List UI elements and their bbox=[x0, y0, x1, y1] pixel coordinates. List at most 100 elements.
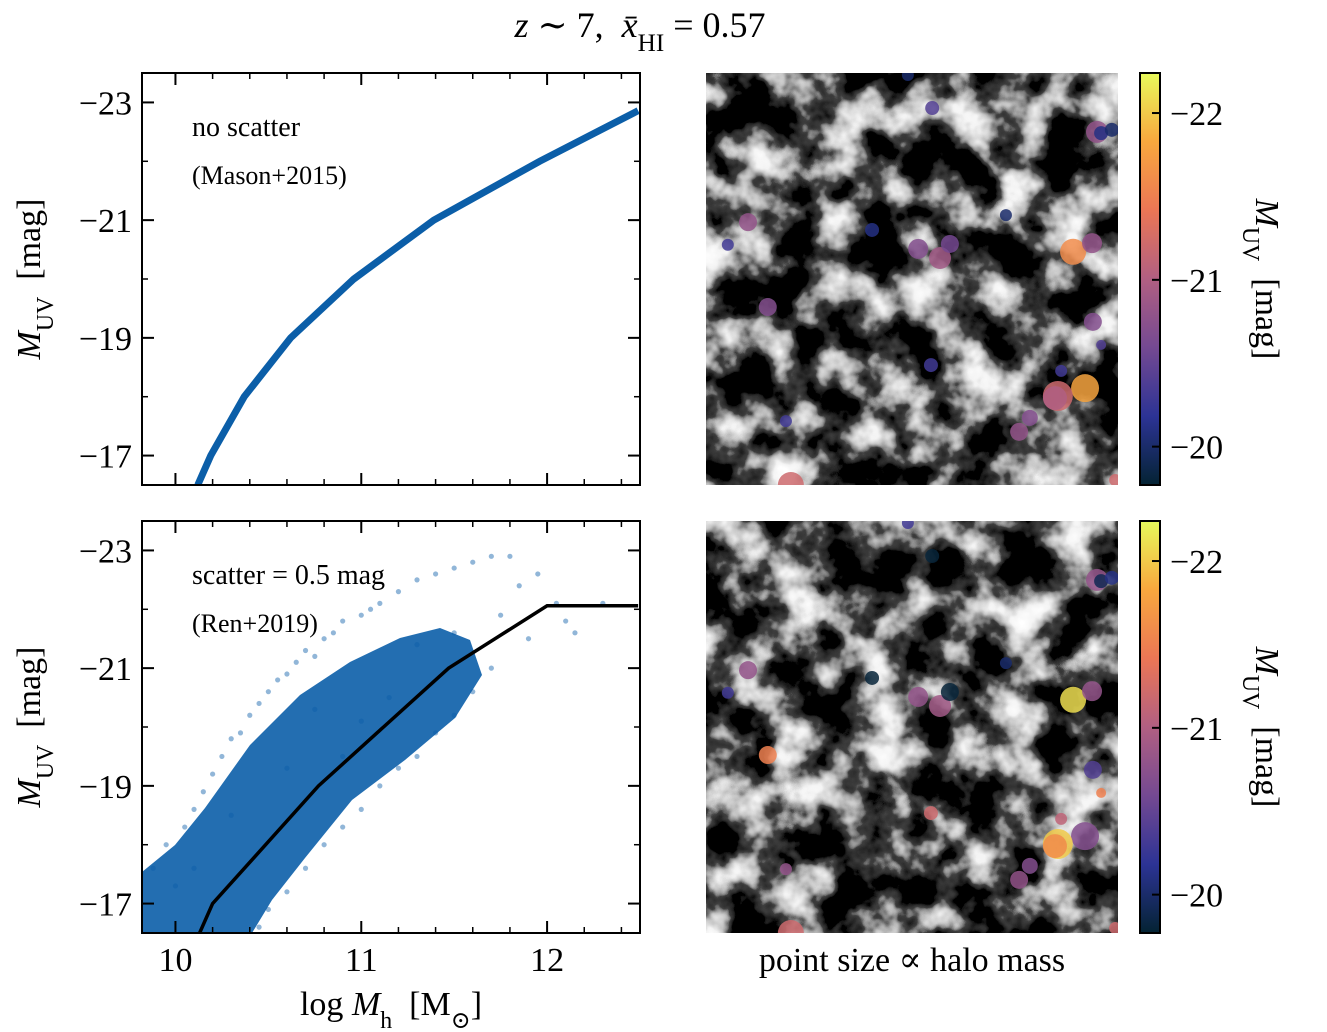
y-axis-label: MUV [mag] bbox=[11, 647, 59, 809]
annotation: (Mason+2015) bbox=[192, 161, 347, 190]
colorbar-tick-label: −20 bbox=[1170, 878, 1223, 915]
scatter-point bbox=[516, 583, 522, 589]
title-part: x̄ bbox=[621, 5, 638, 45]
halo bbox=[1055, 364, 1068, 377]
median-line bbox=[198, 604, 639, 933]
title-part: = 0.57 bbox=[664, 5, 765, 45]
y-tick-label: −17 bbox=[79, 887, 132, 924]
scatter-point bbox=[210, 771, 216, 777]
x-axis-label-part: [M bbox=[392, 986, 451, 1023]
x-axis-label: log Mh [M⊙] bbox=[300, 986, 482, 1032]
halo bbox=[1021, 409, 1038, 426]
scatter-point bbox=[150, 865, 156, 871]
halo-points bbox=[721, 73, 1118, 485]
halo bbox=[1104, 122, 1118, 137]
halo bbox=[940, 234, 959, 253]
scatter-point bbox=[377, 783, 383, 789]
halo bbox=[929, 246, 952, 269]
halo bbox=[929, 694, 952, 717]
scatter-point bbox=[358, 612, 364, 618]
halo bbox=[1094, 126, 1109, 141]
x-axis-label-part: ⊙ bbox=[451, 1008, 471, 1032]
y-tick-label: −23 bbox=[79, 85, 132, 122]
scatter-point bbox=[432, 571, 439, 577]
annotation: (Ren+2019) bbox=[192, 609, 318, 638]
scatter-point bbox=[395, 589, 402, 595]
scatter-density bbox=[142, 628, 482, 933]
halo bbox=[758, 298, 777, 317]
halo bbox=[908, 238, 929, 259]
scatter-point bbox=[330, 630, 336, 636]
scatter-point bbox=[414, 753, 420, 760]
scatter-point bbox=[191, 865, 197, 871]
colorbar-label-part: M bbox=[1248, 198, 1285, 229]
colorbar-label: MUV [mag] bbox=[1237, 198, 1285, 360]
x-tick-label: 11 bbox=[345, 942, 378, 979]
halo bbox=[901, 73, 914, 82]
y-tick-label: −21 bbox=[79, 203, 132, 240]
halo bbox=[865, 670, 880, 685]
halo bbox=[999, 209, 1012, 222]
halo-points bbox=[721, 521, 1118, 933]
scatter-point bbox=[498, 612, 504, 618]
scatter-point bbox=[395, 765, 402, 771]
scatter-point bbox=[414, 577, 420, 583]
title-part: HI bbox=[638, 30, 665, 57]
colorbar-label: MUV [mag] bbox=[1237, 646, 1285, 808]
y-tick-label: −21 bbox=[79, 651, 132, 688]
scatter-point bbox=[284, 889, 290, 895]
scatter-point bbox=[321, 636, 327, 642]
scatter-point bbox=[228, 736, 234, 742]
halo bbox=[1010, 422, 1029, 441]
halo bbox=[1083, 760, 1102, 779]
scatter-point bbox=[488, 553, 494, 559]
scatter-point bbox=[367, 606, 374, 612]
scatter-point bbox=[302, 865, 309, 871]
colorbar-tick-label: −21 bbox=[1170, 711, 1223, 748]
halo bbox=[908, 686, 929, 707]
halo bbox=[923, 358, 938, 373]
scatter-point bbox=[284, 671, 290, 677]
scatter-point bbox=[312, 706, 318, 712]
halo bbox=[940, 682, 959, 701]
y-axis-label-part: M bbox=[11, 329, 48, 360]
halo bbox=[1060, 686, 1087, 713]
colorbar-tick-label: −22 bbox=[1170, 544, 1223, 581]
scatter-point bbox=[228, 812, 234, 818]
scatter-point bbox=[182, 824, 188, 830]
colorbar-tick-label: −20 bbox=[1170, 430, 1223, 467]
scatter-point bbox=[163, 842, 169, 848]
scatter-point bbox=[191, 806, 197, 813]
colorbar-tick-label: −21 bbox=[1170, 263, 1223, 300]
title-part: ∼ 7, bbox=[528, 5, 621, 45]
scatter-point bbox=[256, 700, 262, 707]
halo bbox=[1094, 574, 1109, 589]
x-tick-label: 10 bbox=[158, 942, 192, 979]
scatter-point bbox=[340, 753, 346, 760]
colorbar-label-part: M bbox=[1248, 646, 1285, 677]
halo bbox=[1071, 822, 1100, 851]
x-axis-label-part: ] bbox=[471, 986, 482, 1023]
scatter-point bbox=[302, 647, 309, 654]
halo bbox=[777, 920, 804, 933]
scatter-point bbox=[275, 677, 281, 683]
halo bbox=[1109, 922, 1118, 933]
scatter-point bbox=[200, 789, 206, 795]
scatter-point bbox=[321, 842, 327, 848]
scatter-point bbox=[470, 689, 476, 695]
scatter-point bbox=[377, 600, 383, 607]
halo bbox=[1060, 238, 1087, 265]
halo bbox=[1082, 681, 1103, 702]
halo bbox=[1010, 870, 1029, 889]
halo bbox=[758, 746, 777, 765]
y-tick-label: −19 bbox=[79, 321, 132, 358]
scatter-point bbox=[237, 730, 244, 736]
halo bbox=[925, 101, 940, 116]
halo bbox=[739, 661, 758, 680]
x-axis-label-part: log bbox=[300, 986, 352, 1023]
halo bbox=[777, 472, 804, 485]
x-tick-label: 12 bbox=[530, 942, 564, 979]
colorbar-tick-label: −22 bbox=[1170, 96, 1223, 133]
scatter-point bbox=[488, 665, 494, 671]
